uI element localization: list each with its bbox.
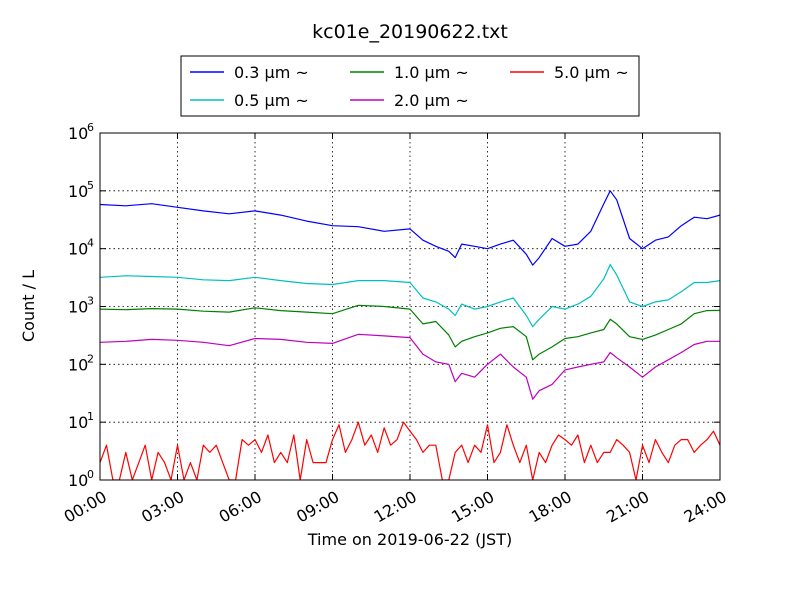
x-axis-label: Time on 2019-06-22 (JST) <box>307 530 512 549</box>
legend-label: 0.3 µm ~ <box>234 63 309 82</box>
series-line-3 <box>100 333 720 400</box>
y-tick-exponent: 5 <box>87 179 94 192</box>
x-tick-label: 03:00 <box>138 487 187 527</box>
y-tick-base: 10 <box>68 298 88 317</box>
y-tick-base: 10 <box>68 182 88 201</box>
series-layer <box>100 190 720 480</box>
y-tick-label: 103 <box>68 295 94 317</box>
x-tick-label: 09:00 <box>293 487 342 527</box>
y-axis-label: Count / L <box>19 270 38 342</box>
y-tick-exponent: 6 <box>87 121 94 134</box>
y-tick-base: 10 <box>68 355 88 374</box>
x-tick-label: 00:00 <box>61 487 110 527</box>
series-line-4 <box>100 421 720 480</box>
y-tick-base: 10 <box>68 413 88 432</box>
y-tick-base: 10 <box>68 471 88 490</box>
legend: 0.3 µm ~ 0.5 µm ~ 1.0 µm ~ 2.0 µm ~ 5.0 µm ~ <box>180 55 640 117</box>
y-tick-exponent: 2 <box>87 352 94 365</box>
y-tick-label: 106 <box>68 121 94 143</box>
legend-entry: 0.5 µm ~ <box>190 91 309 110</box>
legend-label: 0.5 µm ~ <box>234 91 309 110</box>
x-tick-label: 06:00 <box>216 487 265 527</box>
x-tick-label: 15:00 <box>448 487 497 527</box>
y-tick-exponent: 0 <box>87 468 94 481</box>
y-tick-label: 101 <box>68 410 94 432</box>
y-tick-label: 105 <box>68 179 94 201</box>
legend-label: 1.0 µm ~ <box>394 63 469 82</box>
series-line-0 <box>100 190 720 266</box>
y-tick-label: 100 <box>68 468 94 490</box>
x-tick-label: 21:00 <box>603 487 652 527</box>
legend-entry: 2.0 µm ~ <box>350 91 469 110</box>
y-tick-exponent: 1 <box>87 410 94 423</box>
chart-title: kc01e_20190622.txt <box>312 21 508 43</box>
x-tick-label: 24:00 <box>681 487 730 527</box>
y-tick-base: 10 <box>68 240 88 259</box>
legend-label: 2.0 µm ~ <box>394 91 469 110</box>
y-tick-label: 102 <box>68 352 94 374</box>
y-tick-base: 10 <box>68 124 88 143</box>
series-line-2 <box>100 304 720 361</box>
legend-entry: 1.0 µm ~ <box>350 63 469 82</box>
series-line-1 <box>100 264 720 328</box>
x-tick-label: 12:00 <box>371 487 420 527</box>
legend-entry: 0.3 µm ~ <box>190 63 309 82</box>
legend-box <box>180 55 640 117</box>
y-tick-label: 104 <box>68 237 94 259</box>
ticks: 00:00 03:00 06:00 09:00 12:00 15:00 18:00 21:00… <box>61 121 730 527</box>
grid <box>100 133 720 480</box>
legend-entry: 5.0 µm ~ <box>510 63 629 82</box>
y-tick-exponent: 4 <box>87 237 94 250</box>
legend-label: 5.0 µm ~ <box>554 63 629 82</box>
x-tick-label: 18:00 <box>526 487 575 527</box>
y-tick-exponent: 3 <box>87 295 94 308</box>
